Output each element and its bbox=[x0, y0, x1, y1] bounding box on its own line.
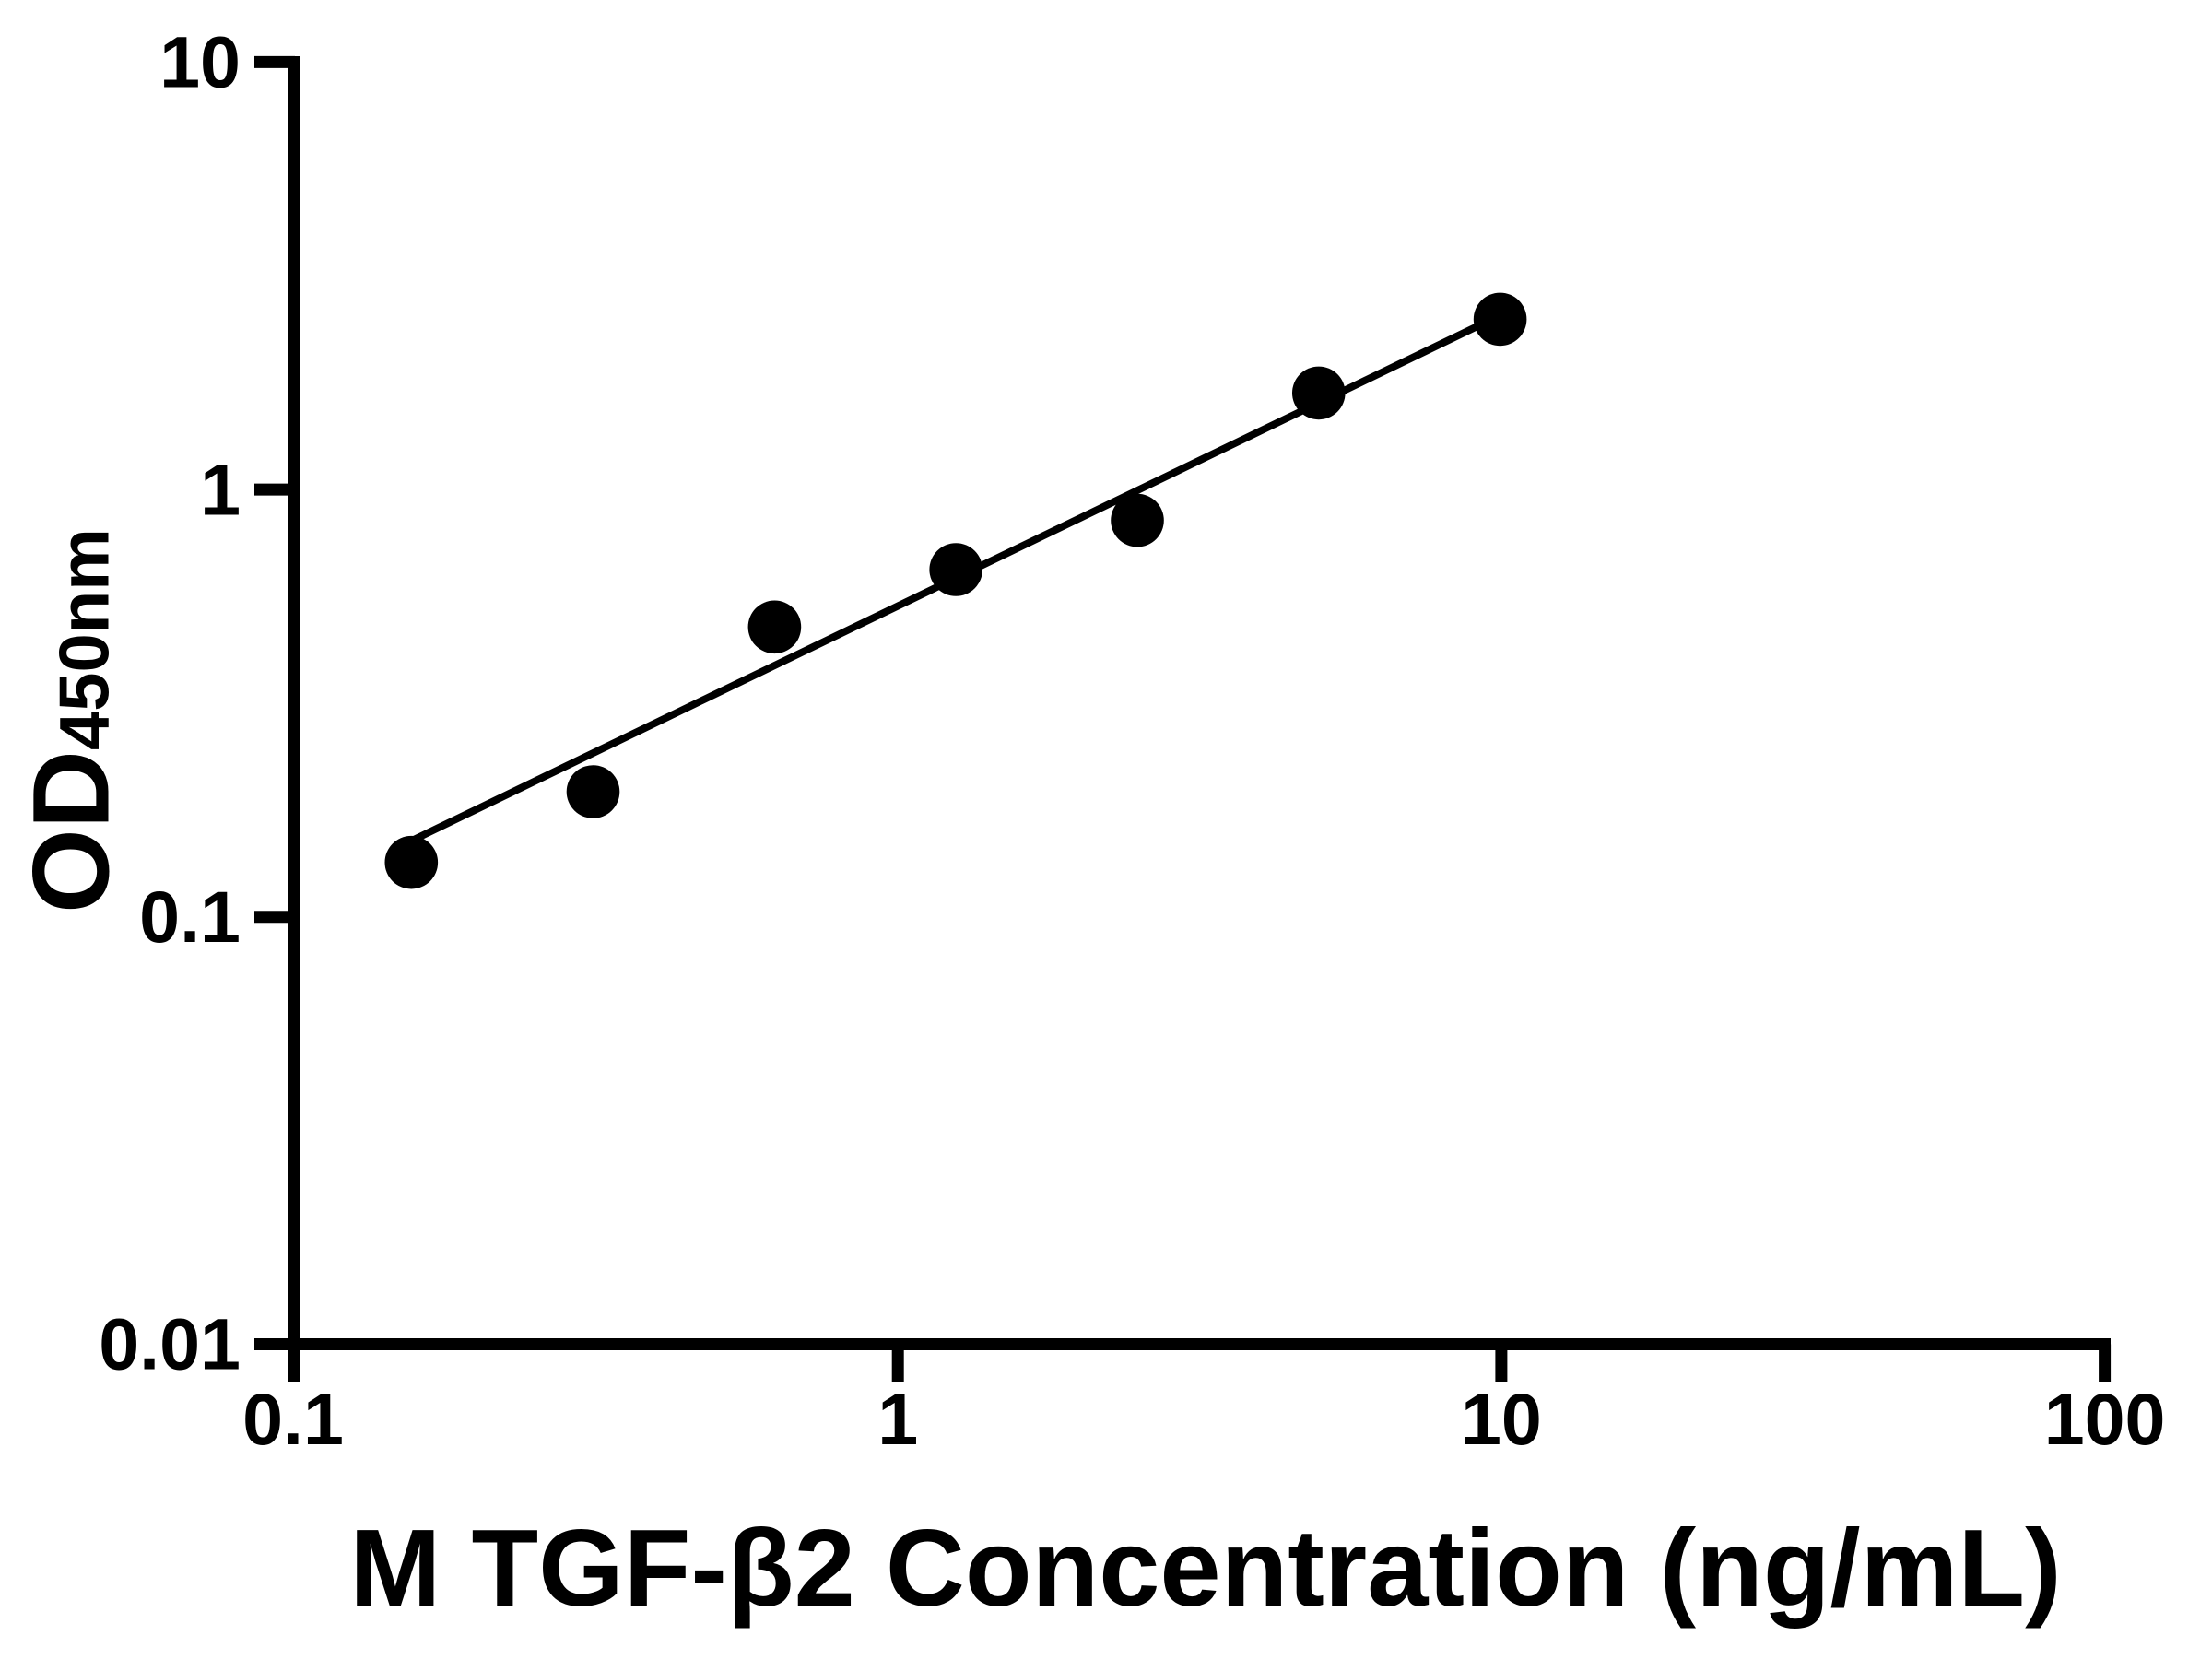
svg-text:10: 10 bbox=[1461, 1378, 1542, 1460]
svg-text:0.1: 0.1 bbox=[242, 1378, 344, 1460]
svg-text:10: 10 bbox=[159, 21, 241, 103]
svg-text:0.1: 0.1 bbox=[139, 876, 241, 958]
svg-text:100: 100 bbox=[2044, 1378, 2166, 1460]
svg-text:M TGF-β2 Concentration (ng/mL): M TGF-β2 Concentration (ng/mL) bbox=[349, 1507, 2061, 1630]
svg-text:1: 1 bbox=[200, 448, 241, 530]
svg-text:1: 1 bbox=[877, 1378, 918, 1460]
svg-text:0.01: 0.01 bbox=[99, 1303, 241, 1385]
